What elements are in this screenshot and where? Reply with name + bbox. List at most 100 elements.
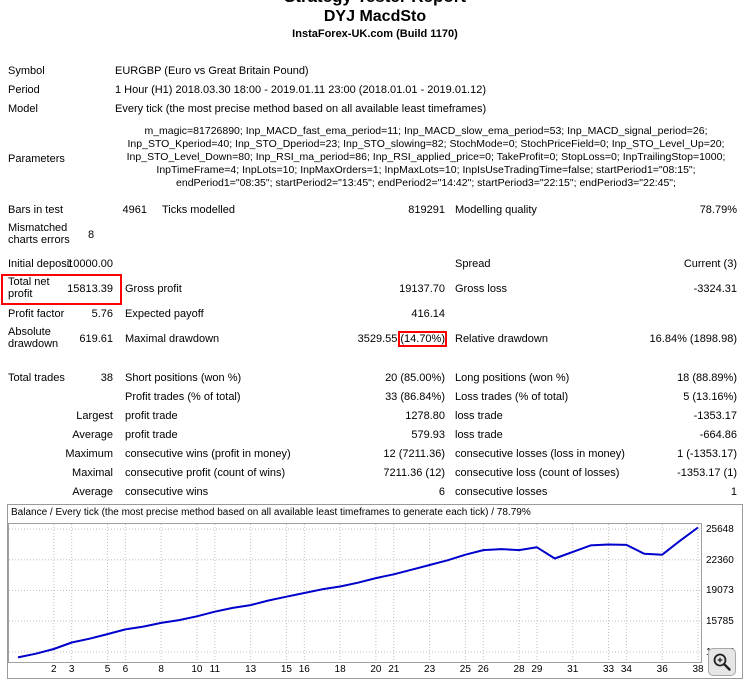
maximal-label: Maximal: [72, 467, 113, 479]
profit-trades-label: Profit trades (% of total): [125, 391, 241, 403]
long-positions-label: Long positions (won %): [455, 372, 570, 384]
model-label: Model: [8, 103, 38, 115]
average-consecutive-wins-value: 6: [438, 486, 445, 498]
average-label: Average: [72, 429, 113, 441]
bars-label: Bars in test: [8, 204, 64, 216]
absolute-drawdown-value: 619.61: [79, 333, 113, 345]
balance-chart: Balance / Every tick (the most precise m…: [7, 504, 743, 679]
page-subtitle: InstaForex-UK.com (Build 1170): [292, 28, 458, 40]
maximum-label: Maximum: [65, 448, 113, 460]
zoom-button[interactable]: [708, 648, 736, 676]
net-profit-highlight-box: [1, 274, 122, 305]
x-tick-label: 26: [477, 664, 489, 675]
x-tick-label: 34: [620, 664, 632, 675]
spread-value: Current (3): [683, 258, 737, 270]
short-positions-label: Short positions (won %): [125, 372, 242, 384]
maximal-consecutive-loss-label: consecutive loss (count of losses): [455, 467, 620, 479]
symbol-row: Symbol EURGBP (Euro vs Great Britain Pou…: [0, 62, 750, 81]
maximum-consecutive-row: Maximum consecutive wins (profit in mone…: [0, 445, 750, 464]
relative-drawdown-value: 16.84% (1898.98): [649, 333, 737, 345]
x-tick-label: 20: [370, 664, 382, 675]
profit-trades-value: 33 (86.84%): [385, 391, 445, 403]
maximal-consecutive-profit-label: consecutive profit (count of wins): [125, 467, 286, 479]
maximal-drawdown-label: Maximal drawdown: [125, 333, 220, 345]
bars-value: 4961: [122, 204, 147, 216]
y-tick-label: 15785: [706, 616, 734, 628]
average2-label: Average: [72, 486, 113, 498]
x-tick-label: 25: [459, 664, 471, 675]
average-consecutive-wins-label: consecutive wins: [125, 486, 209, 498]
average-consecutive-losses-value: 1: [730, 486, 737, 498]
model-row: Model Every tick (the most precise metho…: [0, 100, 750, 119]
parameters-value: m_magic=81726890; Inp_MACD_fast_ema_peri…: [126, 125, 726, 189]
y-axis-labels: 1249715785190732236025648: [702, 523, 741, 663]
average-loss-value: -664.86: [699, 429, 737, 441]
average-consecutive-row: Average consecutive wins 6 consecutive l…: [0, 483, 750, 502]
parameters-row: Parameters m_magic=81726890; Inp_MACD_fa…: [0, 119, 750, 201]
x-tick-label: 16: [298, 664, 310, 675]
profit-factor-label: Profit factor: [8, 308, 65, 320]
period-value: 1 Hour (H1) 2018.03.30 18:00 - 2019.01.1…: [115, 84, 487, 96]
net-profit-row: Total net profit 15813.39 Gross profit 1…: [0, 274, 750, 305]
x-axis-labels: 2 3 5 6 8 10 11 13 15 16 18 20 21 23 25 26 28 29 31 33 34 36 3…: [8, 663, 742, 678]
period-label: Period: [8, 84, 40, 96]
initial-deposit-row: Initial deposit 10000.00 Spread Current …: [0, 255, 750, 274]
mismatched-value: 8: [88, 229, 95, 241]
model-value: Every tick (the most precise method base…: [115, 103, 487, 115]
y-tick-label: 19073: [706, 585, 734, 597]
maximal-consecutive-loss-value: -1353.17 (1): [677, 467, 737, 479]
total-trades-value: 38: [100, 372, 113, 384]
x-tick-label: 10: [191, 664, 203, 675]
x-tick-label: 3: [68, 664, 75, 675]
net-profit-label: Total net profit: [8, 276, 50, 300]
x-tick-label: 8: [158, 664, 164, 675]
parameters-label: Parameters: [8, 153, 65, 165]
drawdown-row: Absolute drawdown 619.61 Maximal drawdow…: [0, 324, 750, 355]
x-tick-label: 18: [334, 664, 346, 675]
average-profit-value: 579.93: [411, 429, 445, 441]
average-consecutive-losses-label: consecutive losses: [455, 486, 548, 498]
relative-drawdown-label: Relative drawdown: [455, 333, 548, 345]
cropped-report-title: Strategy Tester Report: [0, 0, 750, 7]
max-consecutive-wins-value: 12 (7211.36): [383, 448, 445, 460]
maximal-consecutive-profit-value: 7211.36 (12): [383, 467, 445, 479]
ticks-label: Ticks modelled: [162, 204, 235, 216]
total-trades-row: Total trades 38 Short positions (won %) …: [0, 369, 750, 388]
ticks-value: 819291: [408, 204, 445, 216]
x-tick-label: 33: [602, 664, 615, 675]
max-consecutive-losses-value: 1 (-1353.17): [677, 448, 737, 460]
gross-loss-value: -3324.31: [693, 283, 737, 295]
loss-trades-label: Loss trades (% of total): [455, 391, 569, 403]
mismatched-row: Mismatched charts errors 8: [0, 220, 750, 251]
gross-profit-label: Gross profit: [125, 283, 182, 295]
period-row: Period 1 Hour (H1) 2018.03.30 18:00 - 20…: [0, 81, 750, 100]
x-tick-label: 2: [51, 664, 57, 675]
largest-label: Largest: [76, 410, 113, 422]
quality-label: Modelling quality: [455, 204, 537, 216]
x-tick-label: 36: [656, 664, 668, 675]
x-tick-label: 23: [424, 664, 436, 675]
initial-deposit-label: Initial deposit: [8, 258, 73, 270]
max-consecutive-losses-label: consecutive losses (loss in money): [455, 448, 625, 460]
largest-loss-value: -1353.17: [693, 410, 737, 422]
short-positions-value: 20 (85.00%): [385, 372, 445, 384]
gross-profit-value: 19137.70: [399, 283, 445, 295]
x-tick-label: 28: [513, 664, 525, 675]
x-tick-label: 15: [280, 664, 292, 675]
x-tick-label: 13: [245, 664, 257, 675]
max-consecutive-wins-label: consecutive wins (profit in money): [125, 448, 291, 460]
net-profit-value: 15813.39: [67, 283, 113, 295]
maximal-consecutive-row: Maximal consecutive profit (count of win…: [0, 464, 750, 483]
average-loss-label: loss trade: [455, 429, 503, 441]
expected-payoff-value: 416.14: [411, 308, 445, 320]
symbol-label: Symbol: [8, 65, 45, 77]
x-tick-label: 21: [388, 664, 400, 675]
mismatched-label: Mismatched charts errors: [8, 222, 70, 246]
profit-trades-row: Profit trades (% of total) 33 (86.84%) L…: [0, 388, 750, 407]
profit-factor-value: 5.76: [91, 308, 113, 320]
magnifier-icon: [713, 653, 731, 671]
maximal-drawdown-pct-highlight: (14.70%): [398, 331, 447, 347]
x-tick-label: 31: [567, 664, 579, 675]
x-tick-label: 29: [531, 664, 543, 675]
initial-deposit-value: 10000.00: [67, 258, 113, 270]
